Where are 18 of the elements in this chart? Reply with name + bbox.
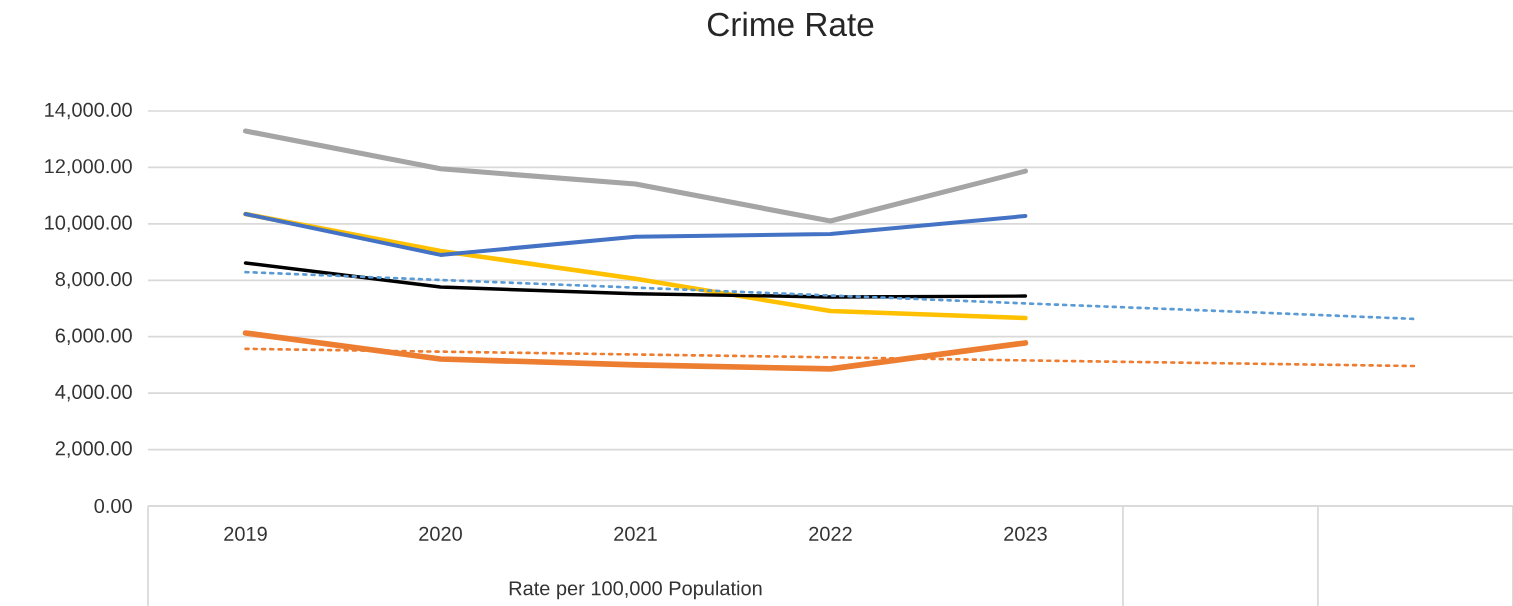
y-tick-label: 2,000.00	[55, 441, 132, 458]
x-axis-title: Rate per 100,000 Population	[509, 580, 762, 600]
y-tick-label: 4,000.00	[55, 384, 132, 402]
y-tick-label: 8,000.00	[55, 272, 132, 289]
chart-title: Crime Rate	[707, 11, 874, 37]
x-tick-label: 2021	[614, 526, 657, 541]
y-tick-label: 6,000.00	[55, 328, 132, 345]
x-tick-label: 2023	[1004, 526, 1047, 541]
line-series	[243, 261, 1028, 299]
y-tick-label: 0.00	[94, 498, 132, 514]
y-tick-label: 10,000.00	[45, 215, 132, 233]
x-tick-label: 2019	[224, 526, 267, 541]
y-tick-label: 12,000.00	[45, 159, 132, 176]
line-series	[243, 211, 1028, 257]
x-tick-label: 2020	[419, 526, 462, 541]
x-tick-label: 2022	[809, 526, 852, 541]
line-series	[244, 270, 1417, 321]
y-tick-label: 14,000.00	[45, 102, 132, 120]
